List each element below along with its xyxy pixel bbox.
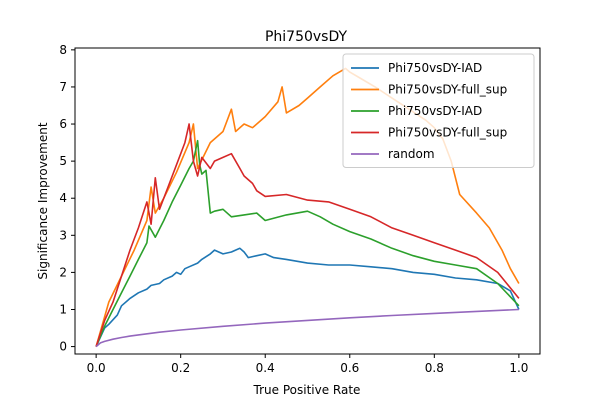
legend: Phi750vsDY-IAD Phi750vsDY-full_sup Phi750v… xyxy=(342,53,535,168)
legend-label-2: Phi750vsDY-IAD xyxy=(388,104,482,118)
y-tick-label: 4 xyxy=(59,191,67,205)
y-axis-label: Significance Improvement xyxy=(36,122,50,279)
x-tick-label: 0.4 xyxy=(256,361,275,375)
x-tick-label: 0.0 xyxy=(87,361,106,375)
x-tick-label: 0.8 xyxy=(425,361,444,375)
y-tick-label: 6 xyxy=(59,117,67,131)
legend-box xyxy=(342,53,535,168)
y-tick-label: 7 xyxy=(59,80,67,94)
series-line-3 xyxy=(95,123,520,347)
y-tick-label: 0 xyxy=(59,340,67,354)
y-tick-label: 8 xyxy=(59,43,67,57)
x-tick-label: 0.6 xyxy=(340,361,359,375)
series-line-2 xyxy=(95,139,520,347)
y-tick-label: 2 xyxy=(59,265,67,279)
y-tick-label: 3 xyxy=(59,228,67,242)
legend-label-4: random xyxy=(388,147,435,161)
legend-label-1: Phi750vsDY-full_sup xyxy=(388,83,507,97)
plot-frame xyxy=(74,47,541,355)
series-line-0 xyxy=(95,247,520,347)
y-tick-label: 5 xyxy=(59,154,67,168)
series-line-4 xyxy=(95,308,519,348)
x-tick-label: 0.2 xyxy=(171,361,190,375)
legend-label-3: Phi750vsDY-full_sup xyxy=(388,126,507,140)
legend-label-0: Phi750vsDY-IAD xyxy=(388,61,482,75)
x-axis-label: True Positive Rate xyxy=(253,383,361,397)
chart-title: Phi750vsDY xyxy=(265,29,348,45)
x-tick-label: 1.0 xyxy=(509,361,528,375)
y-tick-label: 1 xyxy=(59,302,67,316)
ticks: 0.0 0.2 0.4 0.6 0.8 1.0 0 1 2 3 4 5 6 7 8 xyxy=(59,43,528,375)
